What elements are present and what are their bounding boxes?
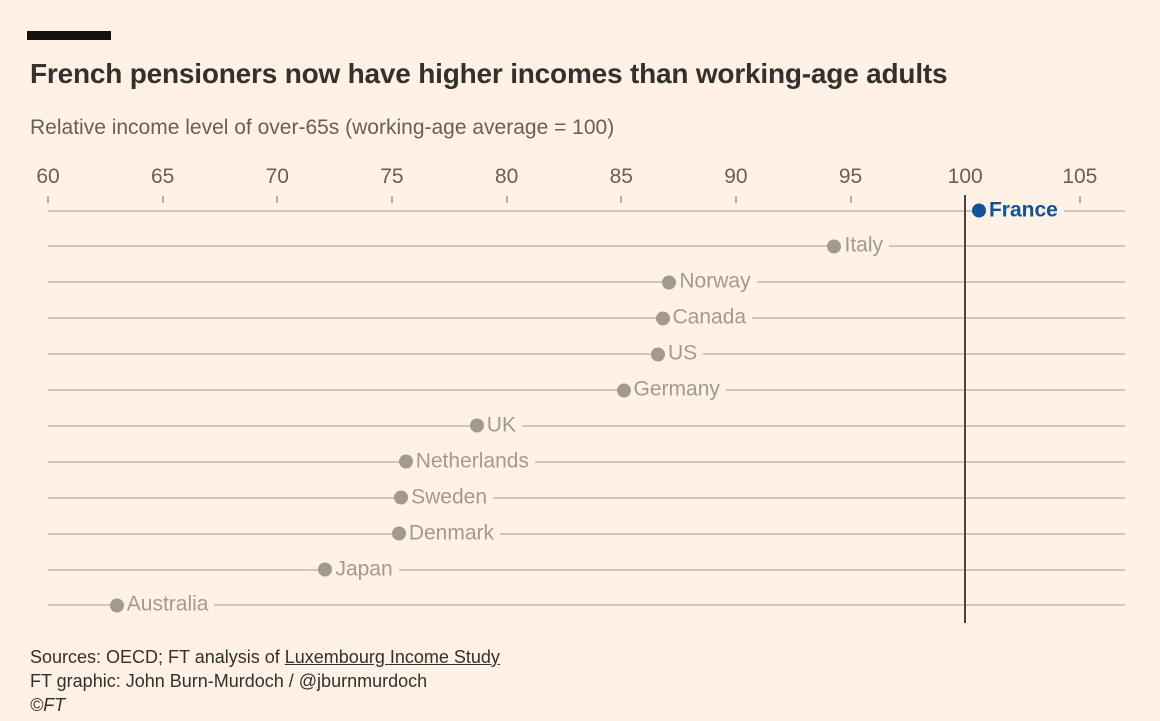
- country-label: Norway: [676, 269, 757, 295]
- row-gridline-italy: [48, 245, 1125, 248]
- x-axis-tick: [620, 196, 623, 203]
- row-gridline-japan: [48, 568, 1125, 571]
- chart-title: French pensioners now have higher income…: [30, 58, 948, 89]
- x-axis-tick: [390, 196, 393, 203]
- row-gridline-france: [48, 209, 1125, 212]
- x-axis-tick-label: 75: [380, 165, 404, 188]
- dot-marker: [391, 526, 406, 541]
- source-text: Sources: OECD; FT analysis of: [30, 647, 285, 667]
- country-label: UK: [483, 413, 522, 439]
- row-gridline-denmark: [48, 532, 1125, 535]
- country-label: US: [664, 341, 704, 367]
- source-line: Sources: OECD; FT analysis of Luxembourg…: [30, 645, 500, 669]
- data-point-italy: Italy: [827, 233, 889, 259]
- x-axis-tick-label: 95: [838, 165, 863, 188]
- x-axis-tick: [849, 196, 852, 203]
- country-label: Australia: [123, 592, 215, 618]
- data-point-uk: UK: [469, 413, 522, 439]
- data-point-australia: Australia: [109, 592, 215, 618]
- x-axis-tick-label: 90: [724, 165, 748, 188]
- row-gridline-uk: [48, 424, 1125, 427]
- copyright-line: ©FT: [30, 695, 66, 715]
- x-axis-tick-label: 85: [609, 165, 633, 188]
- country-label: Sweden: [408, 485, 493, 511]
- x-axis-tick-label: 100: [947, 165, 983, 188]
- chart-footer: Sources: OECD; FT analysis of Luxembourg…: [30, 645, 500, 717]
- row-gridline-germany: [48, 389, 1125, 391]
- country-label: Netherlands: [412, 449, 535, 475]
- ft-top-rule: [27, 31, 111, 40]
- dot-marker: [655, 311, 670, 326]
- x-axis-tick-label: 60: [36, 165, 60, 188]
- dot-marker: [827, 239, 842, 254]
- dot-marker: [109, 598, 124, 613]
- chart-subtitle: Relative income level of over-65s (worki…: [30, 116, 615, 139]
- dot-marker: [394, 490, 409, 505]
- country-label: Japan: [332, 557, 399, 582]
- x-axis-tick: [161, 196, 164, 203]
- data-point-us: US: [650, 341, 704, 367]
- dot-marker: [650, 347, 665, 362]
- x-axis-tick: [1078, 196, 1081, 203]
- x-axis-tick-label: 80: [494, 165, 519, 188]
- data-point-japan: Japan: [318, 557, 399, 582]
- country-label: Italy: [841, 233, 889, 259]
- x-axis-tick: [505, 196, 508, 203]
- data-point-canada: Canada: [655, 305, 753, 331]
- country-label: Denmark: [405, 521, 501, 547]
- data-point-sweden: Sweden: [394, 485, 493, 511]
- country-label: France: [985, 198, 1064, 223]
- row-gridline-australia: [48, 604, 1125, 607]
- row-gridline-sweden: [48, 496, 1125, 499]
- dot-marker: [398, 454, 413, 469]
- credit-line: FT graphic: John Burn-Murdoch / @jburnmu…: [30, 671, 428, 691]
- dot-marker: [469, 418, 484, 433]
- x-axis-tick: [47, 196, 49, 203]
- x-axis-tick-label: 65: [150, 165, 175, 188]
- data-point-france: France: [971, 198, 1064, 223]
- x-axis-tick: [734, 196, 737, 203]
- row-gridline-canada: [48, 317, 1125, 320]
- data-point-germany: Germany: [616, 377, 726, 403]
- data-point-norway: Norway: [662, 269, 757, 295]
- country-label: Germany: [630, 377, 726, 403]
- dot-marker: [616, 383, 631, 397]
- x-axis-tick: [276, 196, 279, 203]
- x-axis-tick-label: 105: [1062, 165, 1098, 188]
- source-link[interactable]: Luxembourg Income Study: [284, 647, 500, 667]
- data-point-denmark: Denmark: [391, 521, 501, 547]
- country-label: Canada: [669, 305, 753, 331]
- dot-marker: [971, 203, 986, 218]
- data-point-netherlands: Netherlands: [398, 449, 535, 475]
- row-gridline-netherlands: [48, 460, 1125, 463]
- dot-marker: [318, 562, 333, 577]
- x-axis-tick-label: 70: [265, 165, 289, 188]
- row-gridline-norway: [48, 281, 1125, 284]
- dot-marker: [662, 275, 677, 290]
- reference-line-100: [964, 195, 967, 623]
- row-gridline-us: [48, 353, 1125, 356]
